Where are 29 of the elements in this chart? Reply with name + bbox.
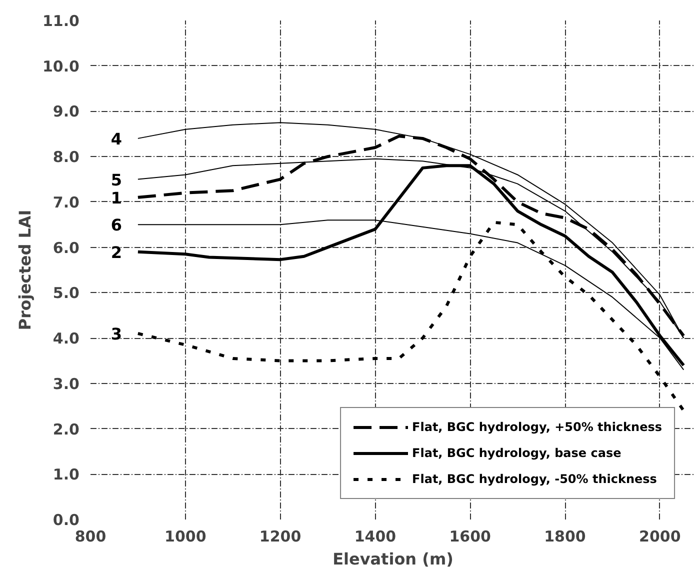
y-tick-label: 10.0 <box>42 57 80 76</box>
y-tick-label: 1.0 <box>52 466 80 484</box>
legend-label: Flat, BGC hydrology, base case <box>412 446 622 460</box>
line-series <box>136 220 686 412</box>
y-tick-label: 9.0 <box>52 102 80 121</box>
x-tick-label: 1400 <box>354 528 396 546</box>
y-tick-label: 0.0 <box>52 511 80 529</box>
y-tick-label: 11.0 <box>42 12 80 30</box>
x-tick-label: 1000 <box>164 528 206 546</box>
legend-label: Flat, BGC hydrology, +50% thickness <box>412 420 662 434</box>
annotation: 5 <box>110 170 122 190</box>
annotation: 2 <box>110 242 122 262</box>
x-tick-label: 1800 <box>544 528 586 546</box>
annotation: 4 <box>110 129 122 148</box>
x-tick-label: 800 <box>74 528 106 546</box>
x-tick-label: 1200 <box>259 528 302 546</box>
x-axis-title: Elevation (m) <box>332 550 454 568</box>
y-tick-label: 6.0 <box>52 238 80 257</box>
x-tick-label: 1600 <box>449 528 491 546</box>
y-tick-label: 2.0 <box>52 420 80 438</box>
y-tick-label: 7.0 <box>52 193 80 212</box>
y-tick-label: 5.0 <box>52 284 80 302</box>
annotation: 6 <box>110 216 122 235</box>
y-tick-label: 4.0 <box>52 330 80 348</box>
y-tick-label: 3.0 <box>52 374 80 393</box>
x-tick-label: 2000 <box>639 528 681 546</box>
legend-label: Flat, BGC hydrology, -50% thickness <box>412 472 657 486</box>
y-tick-label: 8.0 <box>52 148 80 166</box>
y-axis-title: Projected LAI <box>15 210 34 330</box>
